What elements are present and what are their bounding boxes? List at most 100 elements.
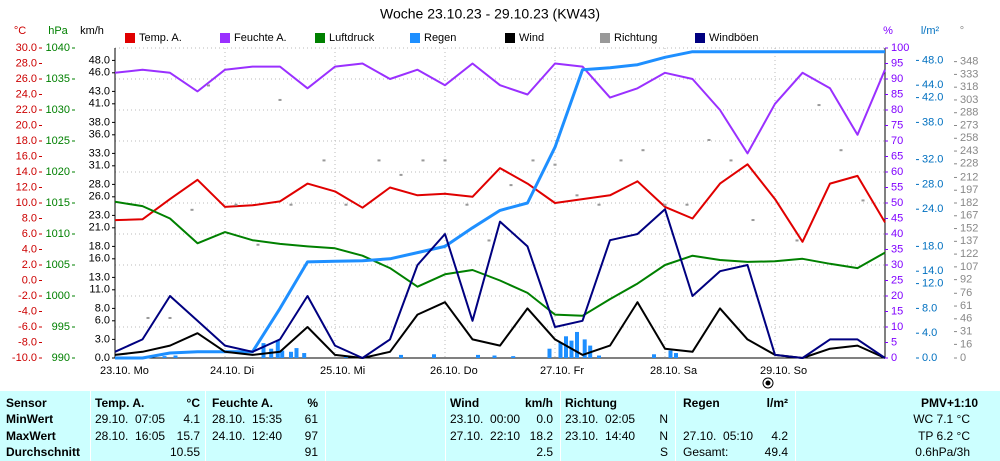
y-tick-label: 85: [891, 88, 903, 100]
rain-bar: [575, 331, 579, 358]
direction-point: [817, 104, 821, 107]
legend-swatch: [695, 33, 705, 43]
table-cell: PMV+1:10: [920, 396, 978, 410]
y-tick-label: 8.0: [922, 302, 937, 314]
y-tick-label: 28.0: [89, 178, 110, 190]
table-cell: N: [659, 429, 668, 443]
legend-label: Richtung: [614, 32, 657, 44]
y-tick-label: 167: [960, 210, 978, 222]
direction-point: [729, 159, 733, 162]
legend-label: Luftdruck: [329, 32, 375, 44]
y-tick-label: 26.0: [16, 73, 37, 85]
chart-title: Woche 23.10.23 - 29.10.23 (KW43): [380, 6, 600, 22]
chart: Woche 23.10.23 - 29.10.23 (KW43) °C -10.0…: [12, 6, 978, 389]
y-tick-label: 31.0: [89, 160, 110, 172]
y-tick-label: 10: [891, 321, 903, 333]
table-divider: [445, 391, 446, 461]
y-tick-label: 16.0: [89, 253, 110, 265]
y-tick-label: 1025: [46, 135, 70, 147]
y-tick-label: 228: [960, 158, 978, 170]
y-tick-label: 1005: [46, 259, 70, 271]
y-tick-label: 28.0: [16, 57, 37, 69]
table-cell: 29.10. 07:05: [95, 412, 166, 426]
y-tick-label: 303: [960, 94, 978, 106]
table-cell: 4.1: [183, 412, 200, 426]
legend-label: Temp. A.: [139, 32, 182, 44]
direction-point: [751, 219, 755, 222]
y-tick-label: 182: [960, 197, 978, 209]
y-tick-label: -2.0: [18, 290, 37, 302]
y-tick-label: 24.0: [922, 203, 943, 215]
legend-label: Regen: [424, 32, 456, 44]
y-tick-label: 12.0: [922, 278, 943, 290]
legend-swatch: [410, 33, 420, 43]
legend-swatch: [600, 33, 610, 43]
x-tick-label: 28.10. Sa: [650, 365, 698, 377]
y-tick-label: 333: [960, 68, 978, 80]
table-cell: 61: [304, 412, 318, 426]
rain-bar: [564, 336, 568, 358]
y-tick-label: 1040: [46, 42, 70, 54]
legend-swatch: [125, 33, 135, 43]
y-tick-label: 6.0: [22, 228, 37, 240]
direction-point: [663, 203, 667, 206]
stats-table: Sensor MinWert MaxWert Durchschnitt Temp. A.…: [0, 391, 1000, 461]
rain-bar: [261, 343, 266, 358]
direction-point: [465, 203, 469, 206]
direction-point: [234, 203, 238, 206]
y-tick-label: 61: [960, 300, 972, 312]
y-tick-label: 4.0: [922, 327, 937, 339]
y-tick-label: -4.0: [18, 305, 37, 317]
y-tick-label: 38.0: [89, 116, 110, 128]
axis-unit: %: [883, 25, 893, 37]
x-tick-label: 26.10. Do: [430, 365, 478, 377]
y-tick-label: 23.0: [89, 209, 110, 221]
legend-swatch: [220, 33, 230, 43]
rain-bar: [162, 356, 167, 358]
rain-bar: [432, 354, 436, 358]
y-tick-label: 18.0: [16, 135, 37, 147]
y-tick-label: 40: [891, 228, 903, 240]
y-tick-label: 48.0: [922, 54, 943, 66]
x-tick-label: 23.10. Mo: [100, 365, 149, 377]
rain-bar: [294, 348, 299, 358]
y-tick-label: 30.0: [16, 42, 37, 54]
table-divider: [205, 391, 206, 461]
direction-point: [344, 203, 348, 206]
series-line: [114, 208, 886, 359]
table-cell: Temp. A.: [95, 396, 145, 410]
rain-bar: [275, 340, 280, 358]
y-tick-label: 22.0: [16, 104, 37, 116]
rain-bar: [492, 355, 497, 358]
direction-point: [487, 239, 491, 242]
y-tick-label: 10.0: [16, 197, 37, 209]
legend-label: Wind: [519, 32, 544, 44]
rain-bar: [476, 354, 480, 358]
y-tick-label: 36.0: [89, 129, 110, 141]
rain-bar: [582, 339, 587, 358]
direction-point: [377, 159, 381, 162]
direction-point: [190, 208, 194, 211]
direction-point: [278, 98, 282, 101]
y-tick-label: 75: [891, 119, 903, 131]
direction-point: [399, 173, 403, 176]
y-tick-label: 43.0: [89, 85, 110, 97]
y-tick-label: 35: [891, 243, 903, 255]
axis-unit: km/h: [80, 25, 104, 37]
x-tick-label: 27.10. Fr: [540, 365, 584, 377]
y-tick-label: 273: [960, 119, 978, 131]
y-tick-label: 8.0: [22, 212, 37, 224]
rain-bar: [547, 348, 552, 358]
table-cell: 97: [304, 429, 318, 443]
y-tick-label: 288: [960, 107, 978, 119]
table-cell: 27.10. 22:10: [450, 429, 521, 443]
y-tick-label: 12.0: [16, 181, 37, 193]
y-tick-label: 55: [891, 181, 903, 193]
y-tick-label: 0.0: [95, 352, 110, 364]
y-tick-label: 45: [891, 212, 903, 224]
y-tick-label: 0.0: [922, 352, 937, 364]
y-tick-label: 25: [891, 274, 903, 286]
y-tick-label: 1010: [46, 228, 70, 240]
direction-point: [322, 159, 326, 162]
y-tick-label: 3.0: [95, 333, 110, 345]
